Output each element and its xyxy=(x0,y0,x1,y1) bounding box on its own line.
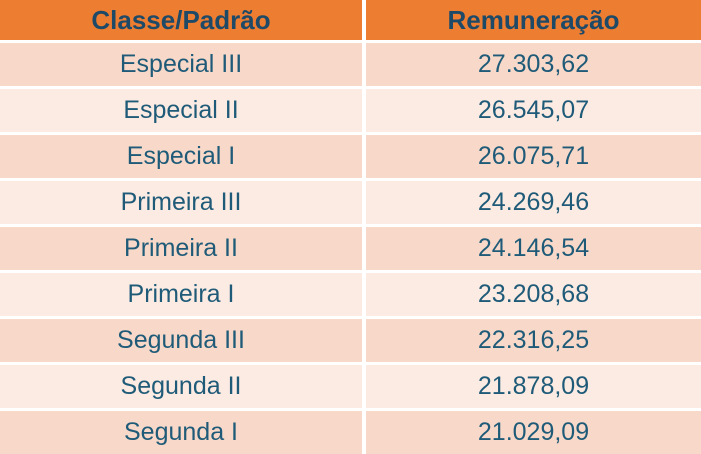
cell-remuneracao: 24.269,46 xyxy=(366,181,701,224)
cell-remuneracao: 26.545,07 xyxy=(366,89,701,132)
cell-remuneracao: 21.878,09 xyxy=(366,365,701,408)
column-header-remuneracao: Remuneração xyxy=(366,0,701,40)
table-row: Segunda II 21.878,09 xyxy=(0,365,701,408)
cell-remuneracao: 22.316,25 xyxy=(366,319,701,362)
table-row: Especial I 26.075,71 xyxy=(0,135,701,178)
table-header-row: Classe/Padrão Remuneração xyxy=(0,0,701,40)
cell-classe-padrao: Segunda II xyxy=(0,365,362,408)
table-row: Primeira III 24.269,46 xyxy=(0,181,701,224)
cell-classe-padrao: Especial I xyxy=(0,135,362,178)
cell-remuneracao: 26.075,71 xyxy=(366,135,701,178)
column-header-classe-padrao: Classe/Padrão xyxy=(0,0,362,40)
cell-classe-padrao: Primeira III xyxy=(0,181,362,224)
cell-remuneracao: 23.208,68 xyxy=(366,273,701,316)
table-row: Especial II 26.545,07 xyxy=(0,89,701,132)
table-row: Especial III 27.303,62 xyxy=(0,43,701,86)
cell-classe-padrao: Especial III xyxy=(0,43,362,86)
table-row: Segunda III 22.316,25 xyxy=(0,319,701,362)
cell-classe-padrao: Segunda III xyxy=(0,319,362,362)
cell-classe-padrao: Primeira II xyxy=(0,227,362,270)
table-row: Primeira II 24.146,54 xyxy=(0,227,701,270)
cell-remuneracao: 21.029,09 xyxy=(366,411,701,454)
table-row: Segunda I 21.029,09 xyxy=(0,411,701,454)
cell-remuneracao: 27.303,62 xyxy=(366,43,701,86)
table-row: Primeira I 23.208,68 xyxy=(0,273,701,316)
cell-classe-padrao: Segunda I xyxy=(0,411,362,454)
cell-classe-padrao: Especial II xyxy=(0,89,362,132)
cell-classe-padrao: Primeira I xyxy=(0,273,362,316)
cell-remuneracao: 24.146,54 xyxy=(366,227,701,270)
